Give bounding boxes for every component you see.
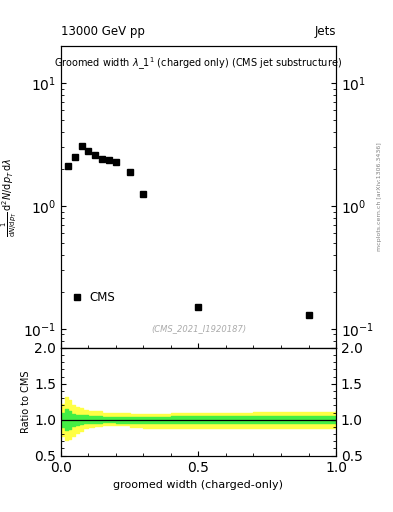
Text: Jets: Jets xyxy=(314,26,336,38)
Text: 13000 GeV pp: 13000 GeV pp xyxy=(61,26,145,38)
X-axis label: groomed width (charged-only): groomed width (charged-only) xyxy=(114,480,283,490)
Y-axis label: $\frac{1}{\mathrm{d}N/\mathrm{d}p_T}\,\mathrm{d}^2N/\mathrm{d}p_T\,\mathrm{d}\la: $\frac{1}{\mathrm{d}N/\mathrm{d}p_T}\,\m… xyxy=(0,157,19,237)
Y-axis label: Ratio to CMS: Ratio to CMS xyxy=(21,371,31,433)
Y-axis label: mcplots.cern.ch [arXiv:1306.3436]: mcplots.cern.ch [arXiv:1306.3436] xyxy=(377,143,382,251)
Text: (CMS_2021_I1920187): (CMS_2021_I1920187) xyxy=(151,324,246,333)
Text: Groomed width $\lambda\_1^1$ (charged only) (CMS jet substructure): Groomed width $\lambda\_1^1$ (charged on… xyxy=(55,55,342,72)
Text: CMS: CMS xyxy=(90,291,116,304)
